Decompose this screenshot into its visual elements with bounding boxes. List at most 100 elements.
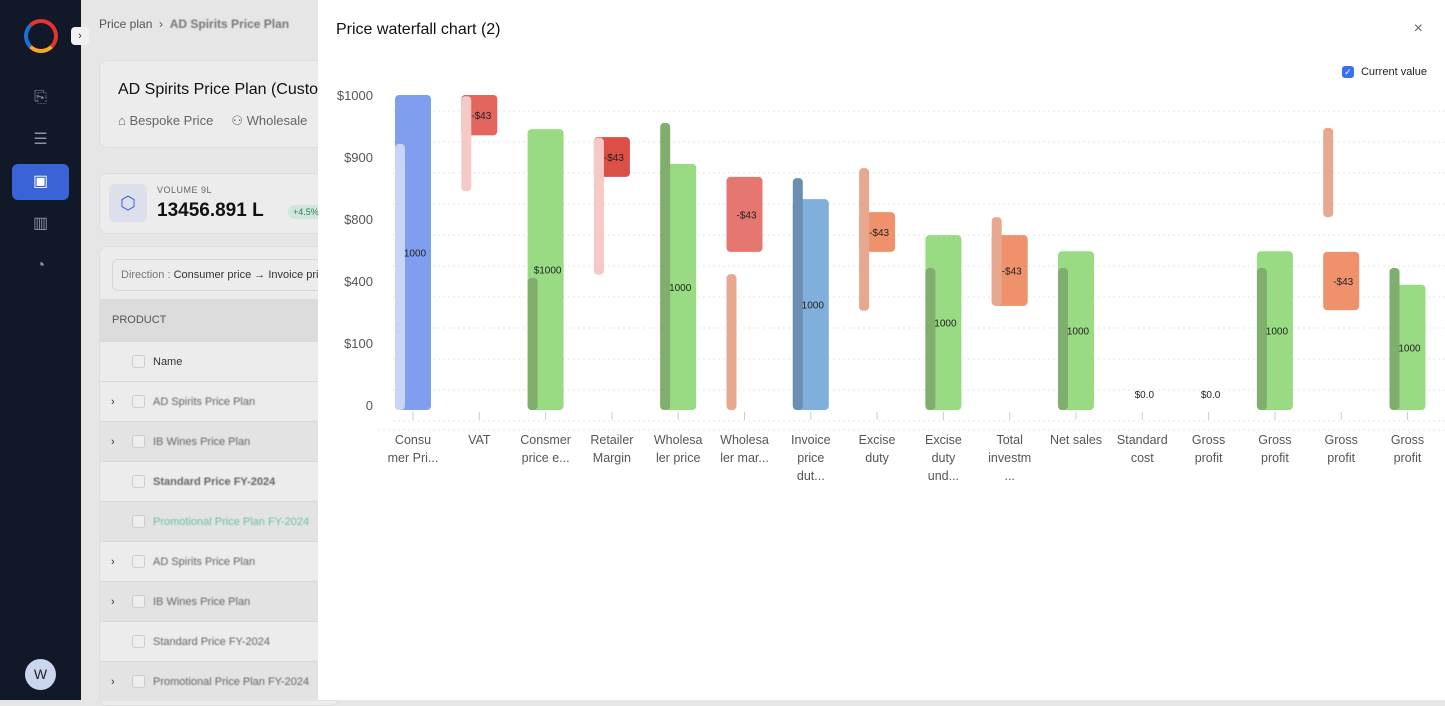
close-icon[interactable]: × bbox=[1413, 20, 1423, 37]
nav-ladder-icon[interactable]: ☰ bbox=[33, 131, 48, 148]
avatar[interactable]: W bbox=[25, 659, 56, 690]
x-tick-label: Invoice bbox=[791, 433, 831, 447]
select-all-checkbox[interactable] bbox=[132, 355, 145, 368]
data-label: -$43 bbox=[604, 153, 624, 164]
data-label: -$43 bbox=[1333, 277, 1353, 288]
ghost-bar-15 bbox=[1389, 267, 1400, 410]
data-label: -$43 bbox=[869, 228, 889, 239]
name-column-header[interactable]: Name bbox=[100, 341, 338, 381]
x-tick-label: Excise bbox=[859, 433, 896, 447]
table-row[interactable]: Promotional Price Plan FY-2024 bbox=[100, 501, 338, 541]
x-tick-label: profit bbox=[1195, 451, 1223, 465]
x-tick-label: Wholesa bbox=[720, 433, 769, 447]
expand-chevron-icon[interactable]: › bbox=[111, 436, 115, 448]
row-checkbox[interactable] bbox=[132, 635, 145, 648]
data-label: 1000 bbox=[934, 319, 957, 330]
y-tick-label: $100 bbox=[344, 336, 373, 351]
row-name: AD Spirits Price Plan bbox=[153, 556, 256, 568]
nav-building-icon[interactable]: ▥ bbox=[32, 215, 49, 232]
bar-14 bbox=[1323, 251, 1360, 311]
row-name: AD Spirits Price Plan bbox=[153, 396, 256, 408]
ghost-bar-9 bbox=[991, 217, 1002, 306]
y-tick-label: $800 bbox=[344, 212, 373, 227]
x-tick-label: Consu bbox=[395, 433, 431, 447]
table-row[interactable]: › Promotional Price Plan FY-2024 bbox=[100, 661, 338, 701]
modal-title: Price waterfall chart (2) bbox=[336, 21, 501, 38]
ghost-bar-2 bbox=[527, 277, 538, 410]
data-label: -$43 bbox=[471, 111, 491, 122]
tag-bespoke: Bespoke Price bbox=[129, 113, 214, 128]
data-label: $0.0 bbox=[1135, 390, 1155, 401]
table-row[interactable]: › IB Wines Price Plan bbox=[100, 581, 338, 621]
x-tick-label: profit bbox=[1394, 451, 1422, 465]
ghost-bar-5 bbox=[726, 274, 737, 410]
x-tick-label: Total bbox=[996, 433, 1022, 447]
row-checkbox[interactable] bbox=[132, 595, 145, 608]
table-row[interactable]: › AD Spirits Price Plan bbox=[100, 381, 338, 421]
expand-chevron-icon[interactable]: › bbox=[111, 676, 115, 688]
table-row[interactable]: › AD Spirits Price Plan bbox=[100, 541, 338, 581]
nav-briefcase-icon[interactable]: ▣ bbox=[12, 164, 69, 200]
table-row[interactable]: Standard Price FY-2024 bbox=[100, 461, 338, 501]
x-tick-label: Gross bbox=[1325, 433, 1358, 447]
x-tick-label: profit bbox=[1327, 451, 1355, 465]
table-row[interactable]: › IB Wines Price Plan bbox=[100, 421, 338, 461]
ghost-bar-13 bbox=[1256, 267, 1267, 410]
legend-current-value[interactable]: ✓ Current value bbox=[1341, 66, 1427, 78]
row-checkbox[interactable] bbox=[132, 435, 145, 448]
x-tick-label: duty bbox=[865, 451, 889, 465]
x-tick-label: Excise bbox=[925, 433, 962, 447]
data-label: 1000 bbox=[1266, 327, 1289, 338]
row-checkbox[interactable] bbox=[132, 555, 145, 568]
tag-icon: ⌂ bbox=[118, 113, 126, 128]
row-checkbox[interactable] bbox=[132, 475, 145, 488]
x-tick-label: dut... bbox=[797, 469, 825, 483]
nav-documents-icon[interactable]: ⎘ bbox=[34, 89, 47, 106]
x-tick-label: mer Pri... bbox=[388, 451, 439, 465]
product-table: Direction : Consumer price → Invoice pri… bbox=[99, 246, 339, 706]
table-row[interactable]: Standard Price FY-2024 bbox=[100, 621, 338, 661]
row-name: Standard Price FY-2024 bbox=[153, 476, 276, 488]
waterfall-modal: Price waterfall chart (2) × ✓ Current val… bbox=[318, 0, 1445, 700]
x-tick-label: Consmer bbox=[520, 433, 571, 447]
breadcrumb-root[interactable]: Price plan bbox=[99, 17, 153, 31]
ghost-bar-14 bbox=[1323, 127, 1334, 218]
data-label: $1000 bbox=[534, 266, 562, 277]
x-tick-label: price bbox=[797, 451, 824, 465]
row-checkbox[interactable] bbox=[132, 675, 145, 688]
x-tick-label: Gross bbox=[1391, 433, 1424, 447]
data-label: -$43 bbox=[736, 210, 756, 221]
x-tick-label: und... bbox=[928, 469, 959, 483]
x-tick-label: investm bbox=[988, 451, 1031, 465]
nav-pie-chart-icon[interactable]: ◔ bbox=[35, 257, 46, 274]
expand-chevron-icon[interactable]: › bbox=[111, 596, 115, 608]
direction-filter[interactable]: Direction : Consumer price → Invoice pri… bbox=[112, 259, 338, 291]
x-tick-label: Retailer bbox=[590, 433, 633, 447]
data-label: 1000 bbox=[1398, 343, 1421, 354]
ghost-bar-3 bbox=[593, 137, 604, 275]
x-tick-label: cost bbox=[1131, 451, 1154, 465]
x-tick-label: Wholesa bbox=[654, 433, 703, 447]
background-page: Price plan › AD Spirits Price Plan AD Sp… bbox=[81, 0, 339, 706]
x-tick-label: Margin bbox=[593, 451, 631, 465]
y-tick-label: $1000 bbox=[337, 88, 373, 103]
breadcrumb: Price plan › AD Spirits Price Plan bbox=[99, 17, 290, 31]
volume-value: 13456.891 L bbox=[157, 200, 264, 221]
expand-chevron-icon[interactable]: › bbox=[111, 396, 115, 408]
row-name: Promotional Price Plan FY-2024 bbox=[153, 516, 310, 528]
x-tick-label: price e... bbox=[522, 451, 570, 465]
x-tick-label: Gross bbox=[1192, 433, 1225, 447]
row-checkbox[interactable] bbox=[132, 395, 145, 408]
bar-5 bbox=[726, 176, 763, 252]
x-tick-label: profit bbox=[1261, 451, 1289, 465]
expand-chevron-icon[interactable]: › bbox=[111, 556, 115, 568]
data-label: 1000 bbox=[404, 249, 427, 260]
data-label: 1000 bbox=[669, 283, 692, 294]
checkbox-checked-icon[interactable]: ✓ bbox=[1341, 66, 1354, 78]
table-header: PRODUCT bbox=[100, 299, 338, 341]
row-checkbox[interactable] bbox=[132, 515, 145, 528]
expand-sidebar-button[interactable]: › bbox=[71, 27, 89, 45]
ghost-bar-1 bbox=[461, 96, 472, 192]
ghost-bar-6 bbox=[792, 178, 803, 410]
x-tick-label: duty bbox=[932, 451, 956, 465]
